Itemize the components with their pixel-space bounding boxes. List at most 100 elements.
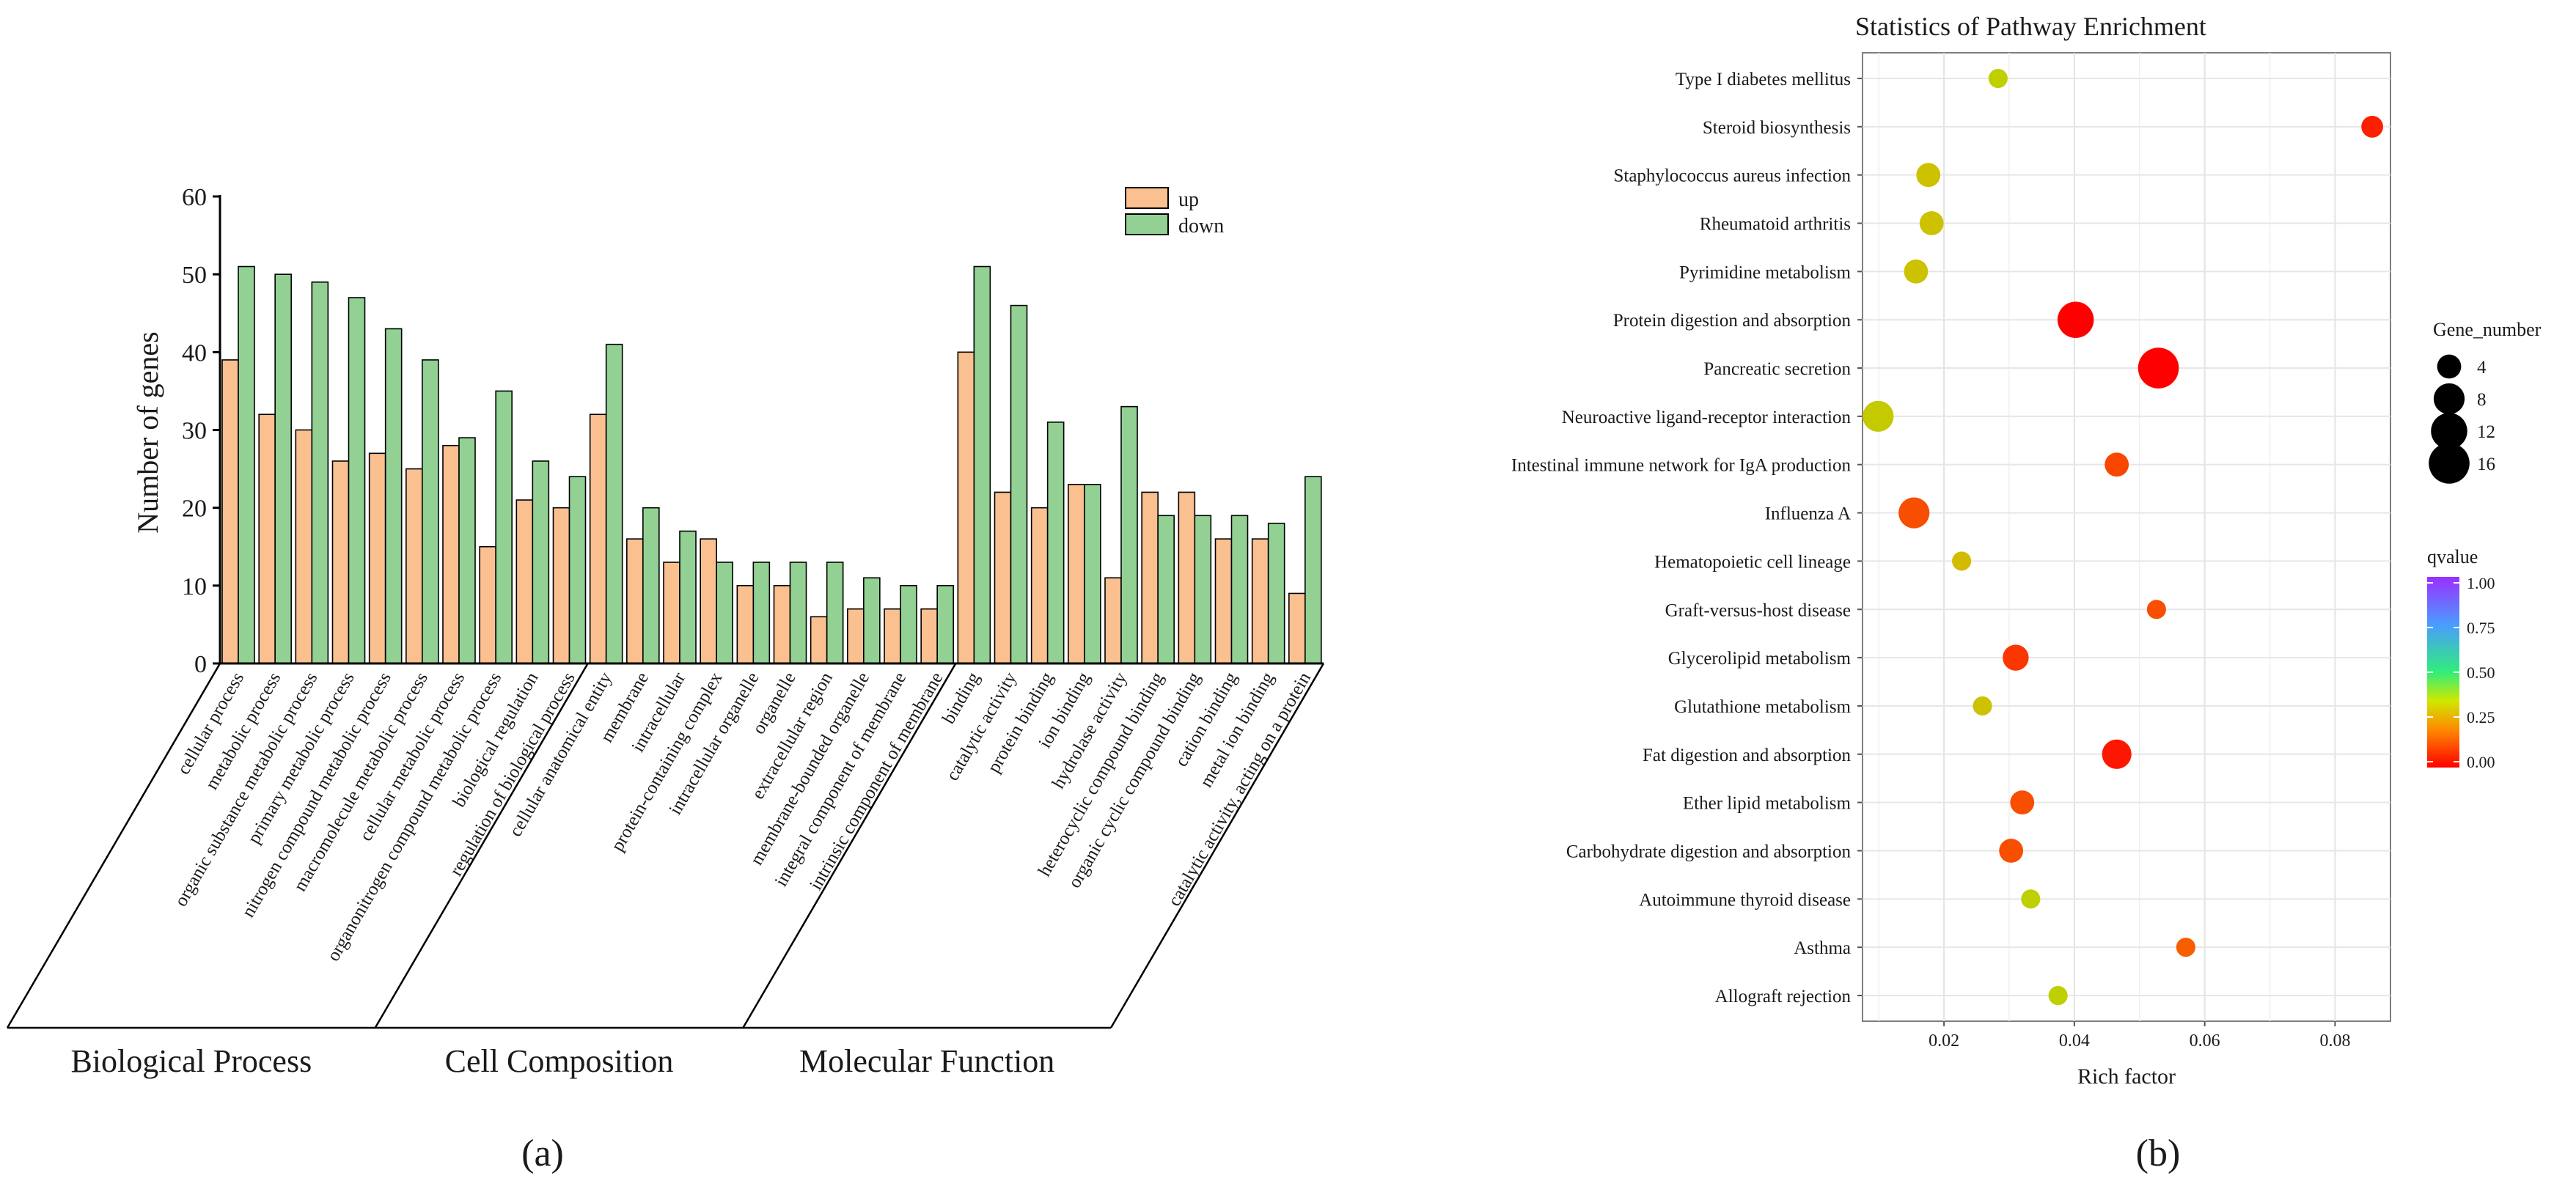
bar-down: [1046, 422, 1065, 664]
pathway-label: Hematopoietic cell lineage: [1654, 552, 1851, 572]
colorbar-title: qvalue: [2427, 546, 2478, 567]
bar-up: [589, 413, 607, 664]
bar-down: [752, 562, 771, 664]
bar-down: [1084, 484, 1101, 664]
pathway-label: Protein digestion and absorption: [1613, 311, 1852, 331]
bar-down: [789, 562, 807, 664]
y-tick-label: 30: [182, 418, 207, 445]
bar-up: [626, 538, 644, 664]
pathway-label: Glutathione metabolism: [1674, 697, 1851, 717]
pathway-label: Intestinal immune network for IgA produc…: [1511, 456, 1852, 476]
bar-up: [1178, 491, 1196, 664]
enrichment-point: [1916, 163, 1941, 188]
y-tick-label: 20: [182, 496, 207, 523]
enrichment-point: [2176, 938, 2195, 957]
bar-up: [479, 545, 496, 664]
x-axis-title: Rich factor: [2077, 1064, 2176, 1089]
group-divider: [374, 663, 589, 1029]
enrichment-point: [2146, 600, 2166, 619]
bar-up: [442, 444, 460, 664]
bar-down: [532, 460, 550, 664]
enrichment-points: [1863, 68, 2383, 1006]
group-label: Biological Process: [70, 1043, 312, 1079]
bar-down: [973, 265, 991, 664]
bar-down: [642, 507, 660, 664]
bar-up: [1288, 592, 1306, 664]
bar-down: [826, 562, 844, 664]
qvalue-colorbar: qvalue 1.00 0.75 0.50 0.25 0.00: [2427, 546, 2495, 771]
pathway-label: Type I diabetes mellitus: [1676, 70, 1851, 89]
bar-down: [348, 297, 366, 664]
pathway-label: Glycerolipid metabolism: [1668, 649, 1852, 669]
pathway-label: Asthma: [1794, 938, 1851, 958]
size-legend-dot: [2433, 383, 2465, 415]
enrichment-point: [2361, 115, 2383, 138]
enrichment-point: [1904, 259, 1929, 284]
legend-label-up: up: [1178, 188, 1199, 211]
bar-down: [422, 359, 439, 664]
bar-up: [1141, 491, 1159, 664]
x-tick-label: 0.08: [2319, 1031, 2350, 1051]
pathway-label: Ether lipid metabolism: [1683, 794, 1852, 814]
panel-label-a: (a): [521, 1133, 564, 1174]
plot-area: [1862, 52, 2391, 1022]
bar-down: [311, 281, 329, 664]
group-label: Molecular Function: [799, 1043, 1054, 1079]
bar-down: [495, 390, 513, 664]
bar-series-group: [221, 265, 1322, 664]
pathway-label: Pyrimidine metabolism: [1679, 262, 1852, 282]
bar-up: [406, 468, 423, 664]
bar-down: [238, 265, 255, 664]
size-legend: Gene_number 4 8 12 16: [2429, 319, 2542, 484]
bar-down: [900, 585, 917, 664]
legend-swatch-up: [1125, 187, 1169, 209]
bar-down: [1304, 476, 1322, 664]
enrichment-point: [1988, 68, 2008, 89]
pathway-labels: Type I diabetes mellitus Steroid biosynth…: [1511, 70, 1863, 1007]
size-legend-dot: [2429, 443, 2470, 484]
x-tick-label: 0.06: [2190, 1031, 2220, 1051]
enrichment-point: [1973, 696, 1992, 716]
enrichment-point: [1919, 211, 1944, 235]
enrichment-point: [2138, 347, 2179, 389]
bar-down: [458, 437, 476, 664]
bar-down: [679, 530, 697, 664]
bar-up: [957, 351, 975, 664]
bar-up: [994, 491, 1012, 664]
bar-up: [515, 499, 534, 664]
bar-up: [847, 608, 865, 664]
panel-label-b: (b): [2136, 1133, 2181, 1174]
group-label: Cell Composition: [445, 1043, 674, 1079]
enrichment-point: [2003, 644, 2029, 671]
bar-down: [1230, 515, 1249, 664]
enrichment-point: [1863, 400, 1894, 433]
enrichment-point: [2057, 301, 2094, 338]
enrichment-point: [2010, 790, 2035, 815]
size-legend-dot: [2431, 413, 2467, 449]
go-bar-chart: 0 10 20 30 40 50 60 Number of genes cellular p…: [6, 184, 1325, 1174]
pathway-label: Carbohydrate digestion and absorption: [1566, 842, 1852, 861]
bar-down: [716, 562, 733, 664]
y-axis-title: Number of genes: [131, 331, 164, 533]
bar-down: [568, 476, 587, 664]
bar-up: [1030, 507, 1049, 664]
colorbar-label: 0.25: [2467, 708, 2495, 726]
enrichment-point: [1952, 551, 1972, 571]
bar-up: [810, 616, 828, 664]
size-legend-label: 4: [2477, 358, 2487, 378]
x-tick-label: 0.04: [2059, 1031, 2090, 1051]
bar-up: [1104, 577, 1122, 664]
pathway-label: Rheumatoid arthritis: [1700, 215, 1851, 235]
bar-up: [258, 413, 276, 664]
bar-up: [1251, 538, 1269, 664]
pathway-label: Allograft rejection: [1715, 987, 1852, 1007]
legend: up down: [1125, 187, 1224, 238]
pathway-label: Influenza A: [1765, 504, 1851, 524]
y-tick-label: 0: [194, 651, 207, 678]
bar-up: [295, 429, 313, 664]
y-tick-label: 50: [182, 262, 207, 289]
category-group-brackets: Biological Process Cell Composition Molecu…: [6, 663, 1325, 1079]
gridlines: [1863, 53, 2390, 1021]
enrichment-point: [2102, 739, 2132, 769]
